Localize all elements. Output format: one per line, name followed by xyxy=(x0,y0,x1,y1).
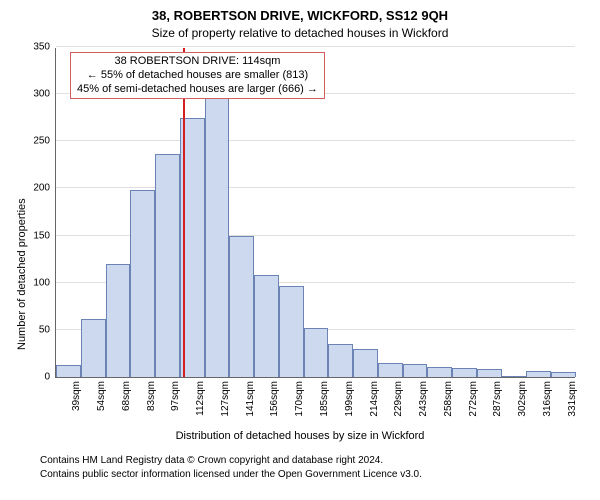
histogram-bar xyxy=(452,368,477,377)
histogram-bar xyxy=(155,154,180,377)
gridline xyxy=(56,140,575,141)
info-box: 38 ROBERTSON DRIVE: 114sqm← 55% of detac… xyxy=(70,52,325,99)
histogram-bar xyxy=(502,376,527,377)
x-tick-label: 156sqm xyxy=(269,381,280,417)
y-tick-label: 200 xyxy=(33,183,50,194)
y-tick-label: 100 xyxy=(33,277,50,288)
gridline xyxy=(56,46,575,47)
gridline xyxy=(56,187,575,188)
y-tick-label: 250 xyxy=(33,136,50,147)
y-tick-label: 300 xyxy=(33,89,50,100)
x-tick-label: 331sqm xyxy=(567,381,578,417)
histogram-bar xyxy=(427,367,452,377)
histogram-bar xyxy=(526,371,551,377)
y-tick-label: 0 xyxy=(44,372,50,383)
x-tick-label: 83sqm xyxy=(146,381,157,411)
histogram-bar xyxy=(229,236,254,377)
histogram-bar xyxy=(254,275,279,377)
y-tick-label: 50 xyxy=(39,324,50,335)
histogram-bar xyxy=(477,369,502,377)
info-box-line: 45% of semi-detached houses are larger (… xyxy=(77,83,318,97)
y-tick-label: 350 xyxy=(33,42,50,53)
x-tick-label: 127sqm xyxy=(220,381,231,417)
y-tick-label: 150 xyxy=(33,230,50,241)
histogram-bar xyxy=(205,94,230,377)
info-box-line: ← 55% of detached houses are smaller (81… xyxy=(77,69,318,83)
x-axis-label: Distribution of detached houses by size … xyxy=(0,430,600,442)
x-tick-label: 97sqm xyxy=(170,381,181,411)
x-tick-label: 287sqm xyxy=(492,381,503,417)
x-tick-label: 199sqm xyxy=(344,381,355,417)
x-tick-label: 185sqm xyxy=(319,381,330,417)
x-tick-label: 272sqm xyxy=(468,381,479,417)
x-tick-label: 39sqm xyxy=(71,381,82,411)
y-axis-label: Number of detached properties xyxy=(16,198,28,350)
footer-line-1: Contains HM Land Registry data © Crown c… xyxy=(40,455,383,466)
histogram-bar xyxy=(81,319,106,377)
x-tick-label: 54sqm xyxy=(96,381,107,411)
histogram-bar xyxy=(328,344,353,377)
histogram-bar xyxy=(551,372,576,377)
chart-title-main: 38, ROBERTSON DRIVE, WICKFORD, SS12 9QH xyxy=(0,8,600,23)
histogram-bar xyxy=(106,264,131,377)
info-box-line: 38 ROBERTSON DRIVE: 114sqm xyxy=(77,55,318,69)
x-tick-label: 68sqm xyxy=(121,381,132,411)
x-tick-label: 170sqm xyxy=(294,381,305,417)
x-tick-label: 258sqm xyxy=(443,381,454,417)
x-tick-label: 141sqm xyxy=(245,381,256,417)
histogram-bar xyxy=(378,363,403,377)
histogram-bar xyxy=(353,349,378,377)
histogram-bar xyxy=(304,328,329,377)
x-tick-label: 112sqm xyxy=(195,381,206,416)
histogram-bar xyxy=(403,364,428,377)
x-tick-label: 316sqm xyxy=(542,381,553,417)
x-tick-label: 302sqm xyxy=(517,381,528,417)
footer-line-2: Contains public sector information licen… xyxy=(40,469,422,480)
histogram-bar xyxy=(56,365,81,377)
histogram-bar xyxy=(279,286,304,377)
x-tick-label: 243sqm xyxy=(418,381,429,417)
histogram-bar xyxy=(130,190,155,377)
x-tick-label: 229sqm xyxy=(393,381,404,417)
chart-title-sub: Size of property relative to detached ho… xyxy=(0,26,600,40)
x-tick-label: 214sqm xyxy=(369,381,380,417)
